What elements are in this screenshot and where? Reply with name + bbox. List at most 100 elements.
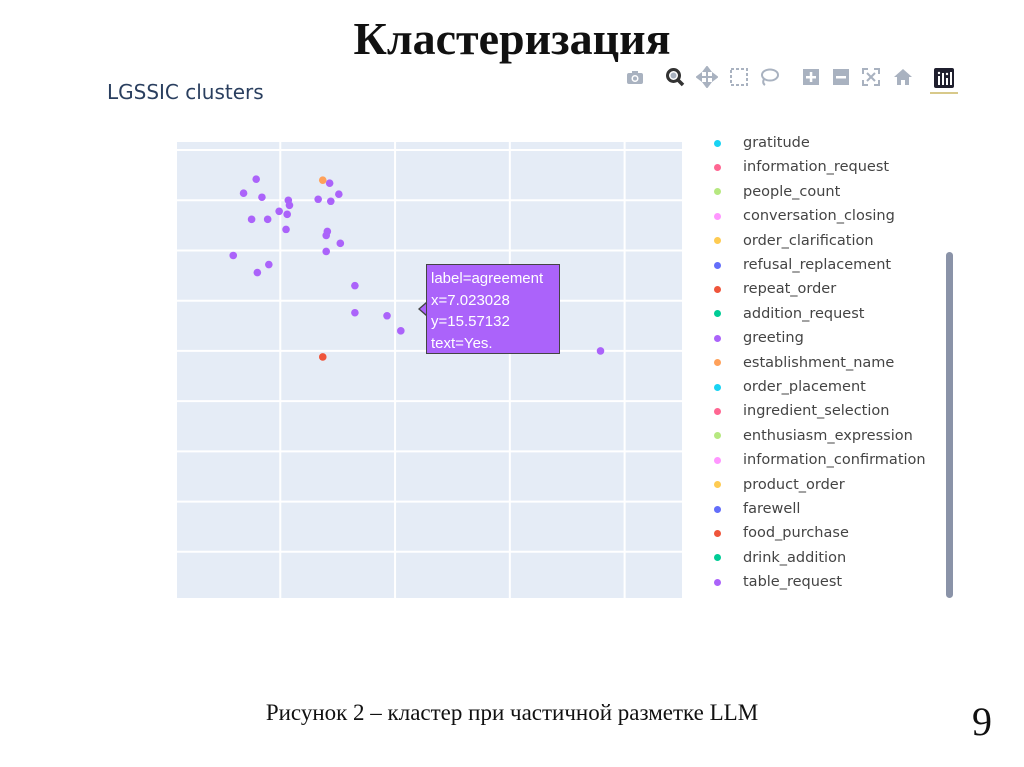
scatter-point[interactable] <box>325 179 334 187</box>
tooltip-arrow-fill <box>420 303 427 315</box>
legend-item[interactable]: farewell <box>712 498 800 520</box>
legend-marker <box>714 578 721 586</box>
scatter-point[interactable] <box>275 207 283 216</box>
legend-marker <box>714 407 721 415</box>
legend-label: addition_request <box>743 305 865 322</box>
legend-label: ingredient_selection <box>743 403 890 420</box>
figure-caption: Рисунок 2 – кластер при частичной размет… <box>265 700 759 725</box>
scatter-point[interactable] <box>314 195 322 204</box>
scatter-point[interactable] <box>596 347 605 355</box>
page-number: 9 <box>972 699 992 744</box>
scatter-point[interactable] <box>383 311 391 320</box>
legend-item[interactable]: greeting <box>712 327 804 349</box>
scatter-point[interactable] <box>326 197 335 206</box>
legend-marker <box>714 383 721 391</box>
legend-item[interactable]: refusal_replacement <box>712 254 891 276</box>
scatter-point[interactable] <box>335 190 343 199</box>
legend-marker <box>714 188 721 196</box>
legend-item[interactable]: information_request <box>712 156 889 178</box>
tooltip-x-line: x=7.023028 <box>431 291 510 309</box>
legend-label: information_confirmation <box>743 452 926 469</box>
scatter-point[interactable] <box>283 210 291 219</box>
slide-title: Кластеризация <box>353 13 671 64</box>
scatter-point[interactable] <box>247 215 256 224</box>
legend-marker <box>714 139 721 147</box>
scatter-point[interactable] <box>252 175 260 183</box>
zoom-in-icon[interactable] <box>800 66 822 88</box>
scatter-point[interactable] <box>263 215 272 224</box>
tooltip-label-line: label=agreement <box>431 270 544 287</box>
legend-marker <box>714 456 721 464</box>
legend-item[interactable]: order_placement <box>712 376 866 398</box>
legend-item[interactable]: repeat_order <box>712 278 836 300</box>
legend-label: repeat_order <box>743 281 837 298</box>
scatter-point[interactable] <box>397 327 405 335</box>
legend-label: establishment_name <box>743 354 895 371</box>
zoom-icon[interactable] <box>664 66 686 88</box>
legend-label: order_placement <box>743 379 866 395</box>
scatter-point[interactable] <box>318 176 327 184</box>
legend-item[interactable]: table_request <box>712 571 842 593</box>
legend-item[interactable]: information_confirmation <box>712 449 926 471</box>
legend-label: enthusiasm_expression <box>743 427 913 444</box>
legend-item[interactable]: ingredient_selection <box>712 400 889 422</box>
legend-marker <box>714 505 721 513</box>
legend-marker <box>714 212 721 220</box>
legend-marker <box>714 481 721 489</box>
lasso-select-icon[interactable] <box>758 66 780 88</box>
legend-label: drink_addition <box>743 549 847 566</box>
scatter-point[interactable] <box>351 308 359 317</box>
legend-label: information_request <box>743 159 890 176</box>
scatter-point[interactable] <box>351 281 359 290</box>
legend-item[interactable]: drink_addition <box>712 547 846 569</box>
scatter-point[interactable] <box>318 353 327 361</box>
plot-area[interactable] <box>177 142 682 598</box>
legend-item[interactable]: food_purchase <box>712 522 849 544</box>
legend-label: refusal_replacement <box>743 257 892 273</box>
legend-item[interactable]: enthusiasm_expression <box>712 425 913 447</box>
legend-item[interactable]: people_count <box>712 181 840 203</box>
box-select-icon[interactable] <box>728 66 750 88</box>
scatter-point[interactable] <box>282 225 290 234</box>
legend: gratitude information_request people_count… <box>712 132 944 600</box>
scatter-point[interactable] <box>253 268 262 277</box>
legend-item[interactable]: conversation_closing <box>712 205 895 227</box>
legend-marker <box>714 237 721 245</box>
scatter-point[interactable] <box>285 201 294 210</box>
legend-item[interactable]: order_clarification <box>712 230 874 252</box>
hover-tooltip: label=agreement x=7.023028 y=15.57132 te… <box>426 264 560 354</box>
legend-marker <box>714 261 721 269</box>
home-icon[interactable] <box>892 66 914 88</box>
tooltip-text-line: text=Yes. <box>431 334 493 352</box>
camera-icon[interactable] <box>624 66 646 88</box>
scatter-point[interactable] <box>229 251 238 260</box>
plotly-logo-icon[interactable] <box>930 64 958 94</box>
scatter-point[interactable] <box>322 231 331 240</box>
pan-icon[interactable] <box>695 65 719 89</box>
scatter-point[interactable] <box>258 193 266 202</box>
zoom-out-icon[interactable] <box>830 66 852 88</box>
scatter-point[interactable] <box>265 260 273 269</box>
autoscale-icon[interactable] <box>860 66 882 88</box>
legend-label: order_clarification <box>743 232 874 249</box>
scatter-point[interactable] <box>322 247 331 256</box>
scatter-point[interactable] <box>336 239 345 248</box>
legend-item[interactable]: gratitude <box>712 132 810 154</box>
legend-label: product_order <box>743 476 845 493</box>
legend-marker <box>714 359 721 367</box>
chart-title: LGSSIC clusters <box>107 80 264 104</box>
vertical-gridlines <box>279 142 626 598</box>
legend-marker <box>714 529 721 537</box>
legend-marker <box>714 554 721 562</box>
legend-label: people_count <box>743 183 841 200</box>
scatter-point[interactable] <box>239 189 248 198</box>
legend-label: farewell <box>743 501 801 517</box>
legend-item[interactable]: addition_request <box>712 303 864 325</box>
legend-item[interactable]: establishment_name <box>712 352 894 374</box>
legend-label: conversation_closing <box>743 208 895 225</box>
legend-scrollbar[interactable] <box>946 252 953 598</box>
legend-item[interactable]: product_order <box>712 474 845 496</box>
legend-marker <box>714 334 721 342</box>
legend-label: gratitude <box>743 135 810 151</box>
